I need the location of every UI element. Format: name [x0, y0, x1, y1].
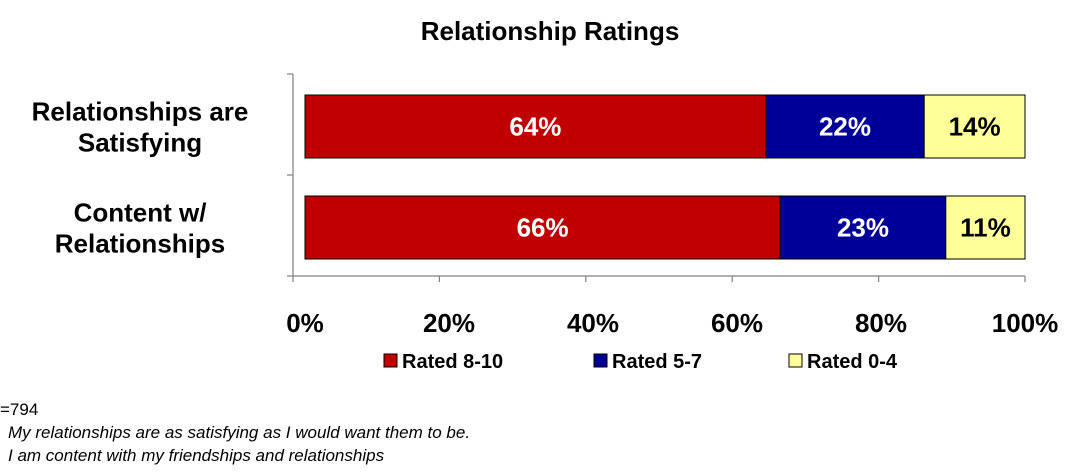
x-tick-label: 80%: [855, 308, 907, 338]
category-labels: Relationships are Satisfying Content w/Rel…: [32, 97, 249, 259]
data-label: 11%: [960, 213, 1011, 243]
legend: Rated 8-10 Rated 5-7 Rated 0-4: [383, 351, 898, 373]
question-note-1: My relationships are as satisfying as I …: [8, 423, 471, 442]
legend-swatch: [593, 353, 608, 368]
data-label: 23%: [837, 213, 889, 243]
question-note-2: I am content with my friendships and rel…: [8, 446, 385, 465]
x-tick-label: 20%: [423, 308, 475, 338]
bars: 64% 22% 14% 66% 23% 11%: [304, 94, 1026, 260]
x-tick-labels: 0% 20% 40% 60% 80% 100%: [286, 308, 1058, 338]
bar-segment-1-3: [923, 94, 1026, 159]
category-label: Relationships are Satisfying: [32, 97, 249, 158]
sample-size-note: =794: [0, 400, 39, 419]
x-tick-label: 0%: [286, 308, 324, 338]
data-label: 22%: [819, 112, 871, 142]
bar-segment-2-3: [945, 195, 1026, 260]
legend-swatch: [383, 353, 398, 368]
bar-segment-2-1: [304, 195, 781, 260]
legend-swatch: [788, 353, 803, 368]
legend-label: Rated 5-7: [612, 351, 702, 373]
x-tick-label: 60%: [711, 308, 763, 338]
bar-segment-1-2: [765, 94, 925, 159]
chart-title: Relationship Ratings: [421, 16, 680, 46]
data-label: 64%: [509, 112, 561, 142]
category-label: Content w/Relationships: [55, 198, 225, 259]
x-tick-label: 40%: [567, 308, 619, 338]
data-label: 14%: [949, 112, 1001, 142]
data-label: 66%: [517, 213, 569, 243]
legend-label: Rated 0-4: [807, 351, 898, 373]
footnotes: =794 My relationships are as satisfying …: [0, 398, 470, 467]
legend-label: Rated 8-10: [402, 351, 503, 373]
axes: [287, 73, 1026, 282]
x-tick-label: 100%: [992, 308, 1059, 338]
